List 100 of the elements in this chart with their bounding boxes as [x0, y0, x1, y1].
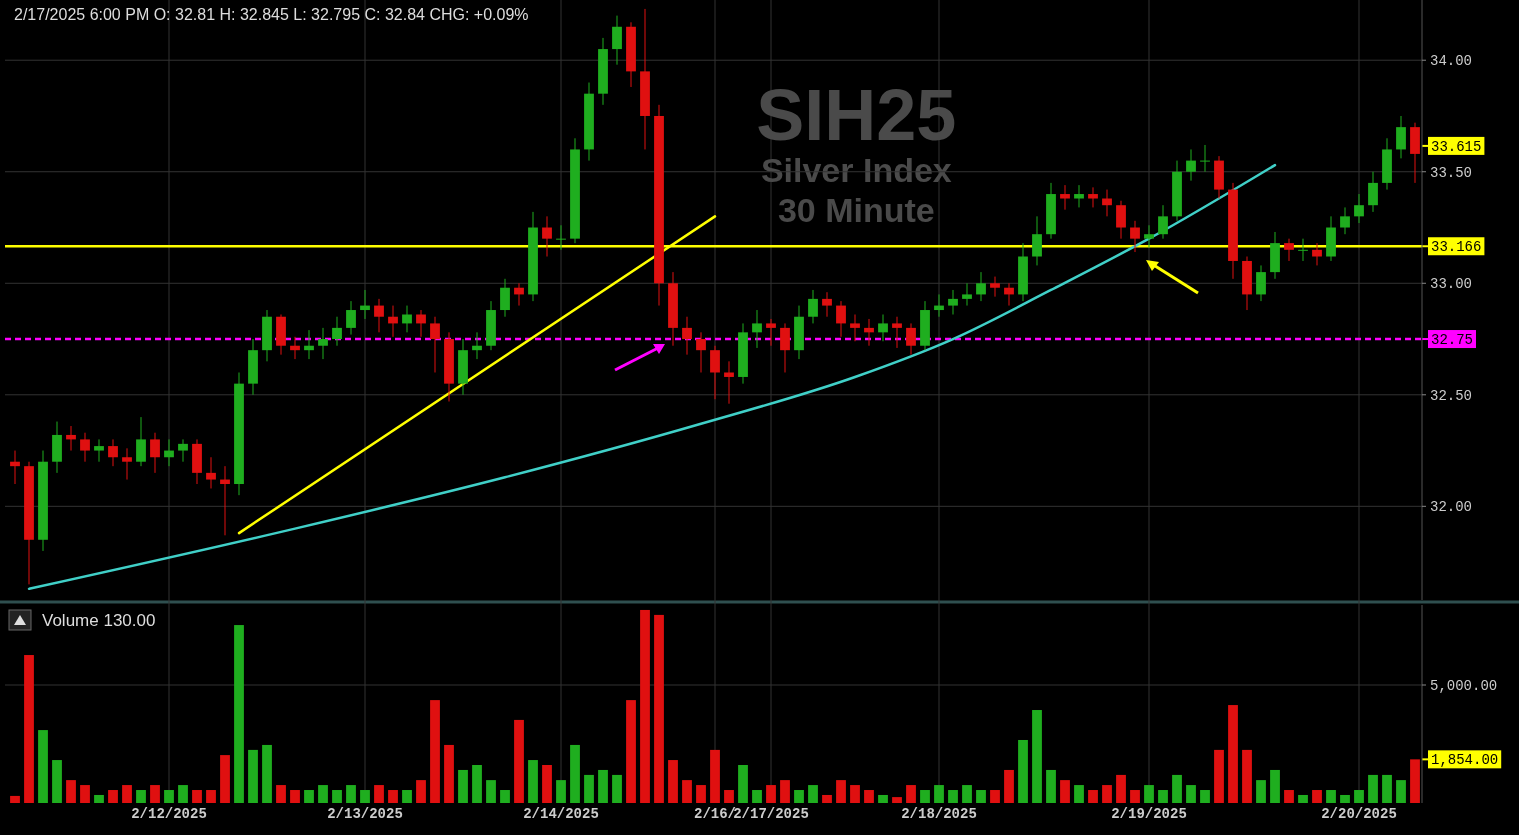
bar [780, 780, 790, 803]
bar [206, 790, 216, 803]
bar [1228, 705, 1238, 803]
bar [1410, 759, 1420, 803]
candlestick [1396, 115, 1406, 159]
bar [444, 744, 454, 803]
candlestick [430, 316, 440, 373]
bar [612, 774, 622, 803]
bar [1298, 794, 1308, 803]
candlestick [906, 322, 916, 356]
y-tick-label: 33.00 [1430, 276, 1473, 293]
candlestick [402, 305, 412, 333]
candlestick [304, 329, 314, 360]
bar [766, 785, 776, 803]
candlestick [1186, 148, 1196, 182]
candlestick [1354, 193, 1364, 224]
candlestick [864, 318, 874, 347]
y-tick-label: 32.00 [1430, 499, 1473, 516]
bar [1242, 749, 1252, 803]
x-tick-label: 2/18/2025 [901, 806, 977, 822]
candlestick [472, 331, 482, 360]
candlestick [374, 298, 384, 333]
candlestick [976, 271, 986, 302]
bar [990, 790, 1000, 803]
bar [1074, 785, 1084, 803]
bar [262, 744, 272, 803]
bar [304, 790, 314, 803]
bar [52, 760, 62, 803]
candlestick [66, 425, 76, 452]
ref-line-label: 32.75 [1431, 332, 1474, 349]
bar [500, 790, 510, 803]
candlestick [752, 309, 762, 349]
bar [1284, 790, 1294, 803]
candlestick [1088, 186, 1098, 208]
bar [10, 795, 20, 803]
candlestick [1200, 144, 1210, 173]
bar [178, 785, 188, 803]
bar [556, 780, 566, 803]
y-tick-label: 33.50 [1430, 164, 1473, 181]
bar [1018, 739, 1028, 803]
candlestick [808, 289, 818, 324]
candlestick [1284, 238, 1294, 262]
bar [248, 749, 258, 803]
bar [878, 794, 888, 803]
candlestick [416, 309, 426, 338]
annotation: 2/17/2025 6:00 PM O: 32.81 H: 32.845 L: 32.795 C: 32.84 CHG: +0.09% [14, 6, 529, 23]
candlestick [724, 360, 734, 405]
bar [836, 780, 846, 803]
bar [696, 785, 706, 803]
chart-title: Volume 130.00 [42, 611, 156, 630]
bar [66, 780, 76, 803]
bar [1172, 774, 1182, 803]
candlestick [612, 15, 622, 66]
bar [94, 794, 104, 803]
candlestick [1298, 238, 1308, 262]
x-tick-label: 2/19/2025 [1111, 806, 1187, 822]
bar [374, 785, 384, 803]
candlestick [1144, 224, 1154, 249]
bar [668, 760, 678, 803]
bar [864, 790, 874, 803]
candlestick [766, 318, 776, 347]
bar [920, 790, 930, 803]
bar [80, 785, 90, 803]
x-tick-label: 2/14/2025 [523, 806, 599, 822]
bar [136, 790, 146, 803]
bar [514, 719, 524, 803]
bar [1368, 774, 1378, 803]
bar [794, 790, 804, 803]
bar [318, 785, 328, 803]
candlestick [1074, 184, 1084, 208]
bar [192, 790, 202, 803]
bar [892, 797, 902, 803]
bar [416, 780, 426, 803]
y-tick-label: 34.00 [1430, 53, 1473, 70]
candlestick [1060, 184, 1070, 211]
bar [1326, 790, 1336, 803]
bar [962, 785, 972, 803]
y-tick-label: 5,000.00 [1430, 678, 1498, 694]
bar [1186, 785, 1196, 803]
candlestick [10, 450, 20, 485]
bar [1270, 769, 1280, 803]
candlestick [318, 327, 328, 360]
bar [654, 614, 664, 803]
bar [1102, 785, 1112, 803]
bar [976, 790, 986, 803]
candlestick [514, 282, 524, 307]
bar [1396, 780, 1406, 803]
bar [150, 785, 160, 803]
bar [276, 785, 286, 803]
candlestick [290, 336, 300, 360]
bar [808, 785, 818, 803]
candlestick [948, 289, 958, 315]
candlestick [878, 314, 888, 342]
ref-line-label: 33.166 [1431, 239, 1482, 256]
candlestick [122, 447, 132, 481]
candlestick [1368, 171, 1378, 213]
bar [1116, 774, 1126, 803]
candlestick [1340, 206, 1350, 235]
bar [640, 609, 650, 803]
bar [1340, 794, 1350, 803]
